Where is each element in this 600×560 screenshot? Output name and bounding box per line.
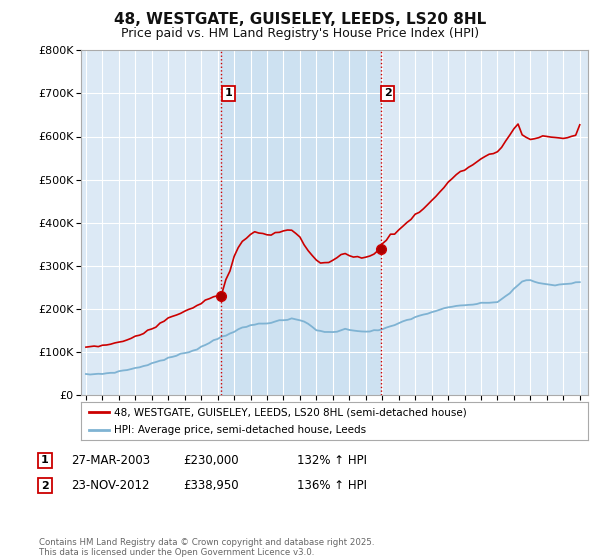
Text: 136% ↑ HPI: 136% ↑ HPI	[297, 479, 367, 492]
Text: 48, WESTGATE, GUISELEY, LEEDS, LS20 8HL (semi-detached house): 48, WESTGATE, GUISELEY, LEEDS, LS20 8HL …	[114, 407, 467, 417]
Text: £338,950: £338,950	[183, 479, 239, 492]
Text: 27-MAR-2003: 27-MAR-2003	[71, 454, 150, 467]
Text: 132% ↑ HPI: 132% ↑ HPI	[297, 454, 367, 467]
Text: Contains HM Land Registry data © Crown copyright and database right 2025.
This d: Contains HM Land Registry data © Crown c…	[39, 538, 374, 557]
Text: 2: 2	[41, 480, 49, 491]
Text: 2: 2	[384, 88, 392, 99]
Text: Price paid vs. HM Land Registry's House Price Index (HPI): Price paid vs. HM Land Registry's House …	[121, 27, 479, 40]
Text: 23-NOV-2012: 23-NOV-2012	[71, 479, 149, 492]
Bar	[221, 50, 380, 395]
Text: HPI: Average price, semi-detached house, Leeds: HPI: Average price, semi-detached house,…	[114, 424, 366, 435]
Text: 48, WESTGATE, GUISELEY, LEEDS, LS20 8HL: 48, WESTGATE, GUISELEY, LEEDS, LS20 8HL	[114, 12, 486, 27]
Text: 1: 1	[225, 88, 232, 99]
Text: £230,000: £230,000	[183, 454, 239, 467]
Text: 1: 1	[41, 455, 49, 465]
